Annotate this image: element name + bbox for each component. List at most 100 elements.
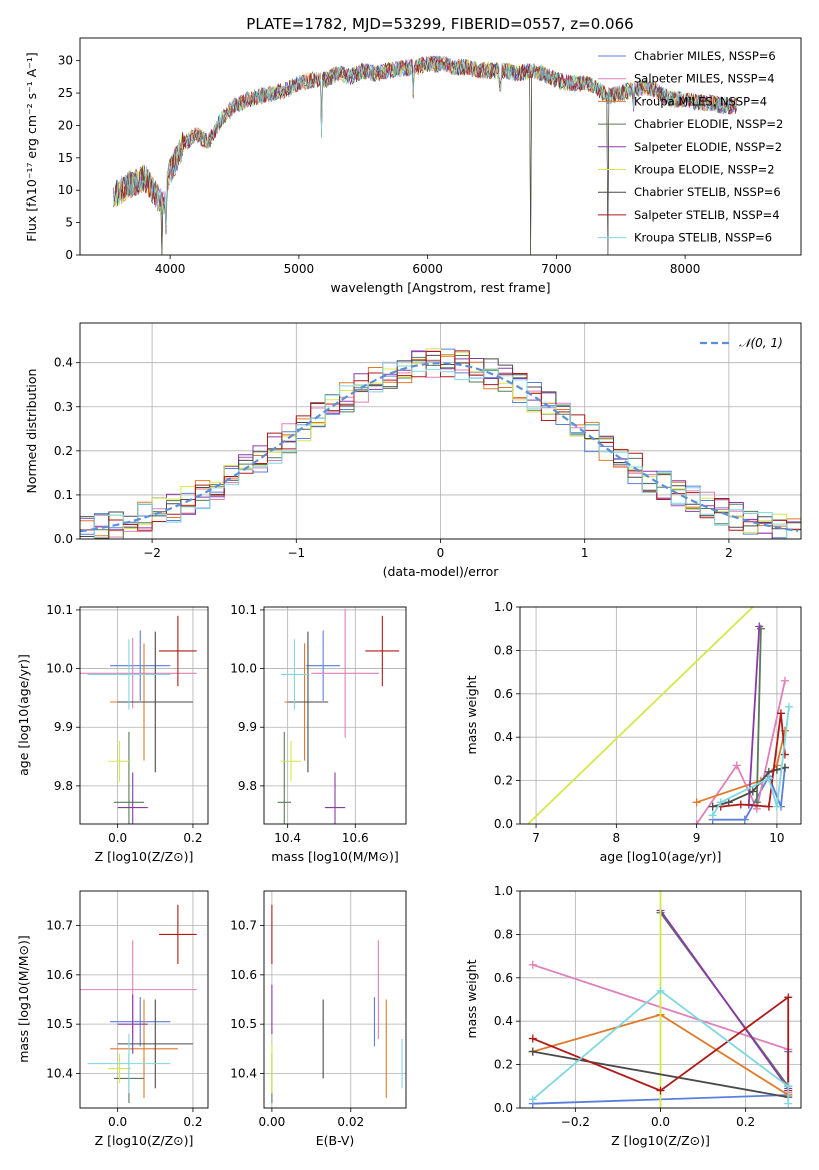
legend-entry: Chabrier ELODIE, NSSP=2 — [634, 117, 783, 131]
plot-area — [80, 904, 197, 1104]
axes-frame — [79, 322, 802, 540]
axes-frame — [79, 606, 209, 825]
y-tick-label: 10.7 — [230, 919, 257, 933]
age-vs-mass-panel: 10.4 10.6 9.8 9.9 10.0 10.1 mass [log10(M/M⊙)] — [230, 603, 407, 864]
legend-entry: Kroupa MILES, NSSP=4 — [634, 94, 767, 108]
errorbar-point-kroupa-elodie — [280, 740, 302, 782]
y-tick-label: 10.6 — [46, 968, 73, 982]
weight-marker — [716, 798, 725, 807]
y-tick-label: 10.0 — [46, 662, 73, 676]
x-tick-label: 6000 — [412, 262, 443, 276]
y-tick-label: 1.0 — [494, 884, 513, 898]
x-tick-label: 7000 — [541, 262, 572, 276]
x-axis-label: wavelength [Angstrom, rest frame] — [330, 280, 550, 295]
weight-marker — [736, 800, 745, 809]
y-axis-label: Flux [fλ10⁻¹⁷ erg cm⁻² s⁻¹ A⁻¹] — [24, 52, 39, 241]
weight-line-chabrier-stelib — [532, 1050, 789, 1099]
y-tick-label: 5 — [65, 216, 73, 230]
weight-marker — [656, 986, 665, 995]
x-tick-label: 0.0 — [108, 1115, 127, 1129]
weight-marker — [528, 960, 537, 969]
y-tick-label: 9.9 — [238, 720, 257, 734]
x-tick-label: 0 — [437, 546, 445, 560]
errorbar-point-kroupa-stelib — [87, 639, 171, 710]
x-tick-label: −2 — [143, 546, 161, 560]
y-tick-label: 9.9 — [54, 720, 73, 734]
y-tick-label: 10.6 — [230, 968, 257, 982]
y-tick-label: 0.4 — [494, 1014, 513, 1028]
weight-marker — [780, 676, 789, 685]
legend-entry: Chabrier STELIB, NSSP=6 — [634, 185, 781, 199]
x-tick-label: 10.4 — [274, 831, 301, 845]
weight-marker — [528, 1095, 537, 1104]
errorbar-point-salpeter-stelib — [159, 615, 197, 687]
x-tick-label: 0.2 — [183, 831, 202, 845]
y-tick-label: 0.3 — [54, 400, 73, 414]
x-tick-label: −0.2 — [561, 1115, 590, 1129]
legend-entry: Kroupa STELIB, NSSP=6 — [634, 231, 772, 245]
legend-entry: Salpeter MILES, NSSP=4 — [634, 72, 775, 86]
weight-marker — [748, 787, 757, 796]
plot-area — [277, 608, 400, 824]
y-tick-label: 0.4 — [494, 730, 513, 744]
weight-line-salpeter-elodie — [747, 626, 761, 805]
x-tick-label: 9 — [693, 831, 701, 845]
x-tick-label: 0.0 — [108, 831, 127, 845]
weight-line-salpeter-elodie — [659, 909, 789, 1090]
weight-marker — [528, 1034, 537, 1043]
age-vs-metallicity-panel: 0.0 0.2 9.8 9.9 10.0 10.1 Z [log10(Z/Z⊙)] age [… — [16, 603, 209, 864]
x-tick-label: 0.02 — [337, 1115, 364, 1129]
y-tick-label: 0.0 — [494, 1101, 513, 1115]
mass-vs-ebv-panel: 0.00 0.02 10.4 10.5 10.6 10.7 E(B-V) — [230, 890, 407, 1148]
spectrum-line-salpeter-elodie — [113, 55, 737, 235]
y-tick-label: 0.6 — [494, 971, 513, 985]
x-tick-label: 8 — [613, 831, 621, 845]
weight-marker — [784, 702, 793, 711]
weight-marker — [755, 622, 764, 631]
weight-marker — [784, 1082, 793, 1091]
y-tick-label: 0.0 — [54, 532, 73, 546]
weight-marker — [708, 811, 717, 820]
y-tick-label: 10.1 — [230, 603, 257, 617]
y-tick-label: 0.2 — [494, 774, 513, 788]
errorbar-point-kroupa-elodie — [108, 740, 131, 782]
figure-title: PLATE=1782, MJD=53299, FIBERID=0557, z=0… — [246, 15, 633, 33]
y-tick-label: 10.0 — [230, 662, 257, 676]
plot-area — [271, 904, 403, 1104]
weight-marker — [784, 993, 793, 1002]
x-tick-label: 5000 — [284, 262, 315, 276]
y-tick-label: 0.4 — [54, 356, 73, 370]
y-tick-label: 10.4 — [46, 1066, 73, 1080]
weight-marker — [764, 802, 773, 811]
y-axis-label: mass [log10(M/M⊙)] — [16, 935, 31, 1063]
weight-marker — [780, 750, 789, 759]
weight-marker — [708, 802, 717, 811]
x-tick-label: 0.0 — [651, 1115, 670, 1129]
errorbar-point-salpeter-elodie — [117, 994, 148, 1054]
spectrum-line-kroupa-stelib — [113, 56, 737, 226]
weight-line-kroupa-stelib — [532, 989, 790, 1104]
histogram-salpeter-stelib — [80, 350, 801, 531]
weight-marker — [772, 802, 781, 811]
errorbar-point-chabrier-stelib — [117, 999, 193, 1089]
errorbar-point-salpeter-miles — [80, 638, 197, 709]
x-tick-label: 10.6 — [342, 831, 369, 845]
y-tick-label: 20 — [58, 118, 73, 132]
legend-entry: Salpeter ELODIE, NSSP=2 — [634, 140, 782, 154]
legend-entry: Kroupa ELODIE, NSSP=2 — [634, 163, 775, 177]
y-axis-label: Normed distribution — [24, 369, 39, 494]
axes-frame — [519, 606, 802, 825]
x-axis-label: E(B-V) — [316, 1133, 355, 1148]
y-axis-label: age [log10(age/yr)] — [16, 654, 31, 776]
errorbar-point-salpeter-stelib — [365, 615, 400, 687]
x-tick-label: 0.2 — [736, 1115, 755, 1129]
y-tick-label: 0.8 — [494, 927, 513, 941]
weight-marker — [732, 761, 741, 770]
legend-entry: 𝒩(0, 1) — [739, 336, 783, 350]
y-axis-label: mass weight — [464, 959, 479, 1038]
y-tick-label: 30 — [58, 54, 73, 68]
y-tick-label: 10.5 — [230, 1017, 257, 1031]
weight-marker — [740, 815, 749, 824]
plot-area — [80, 348, 801, 539]
